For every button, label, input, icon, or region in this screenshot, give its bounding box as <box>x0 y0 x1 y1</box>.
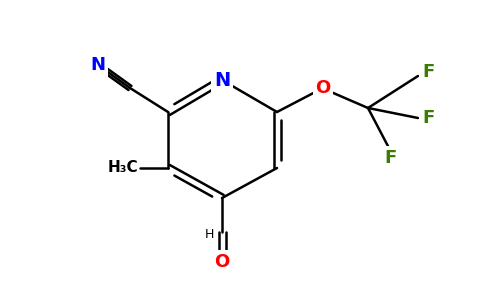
Text: F: F <box>384 149 396 167</box>
Text: O: O <box>316 79 331 97</box>
Text: N: N <box>91 56 106 74</box>
Text: F: F <box>422 63 434 81</box>
Text: F: F <box>422 109 434 127</box>
Text: O: O <box>214 253 229 271</box>
Text: H: H <box>205 227 214 241</box>
Text: H₃C: H₃C <box>107 160 138 175</box>
Text: N: N <box>214 70 230 89</box>
